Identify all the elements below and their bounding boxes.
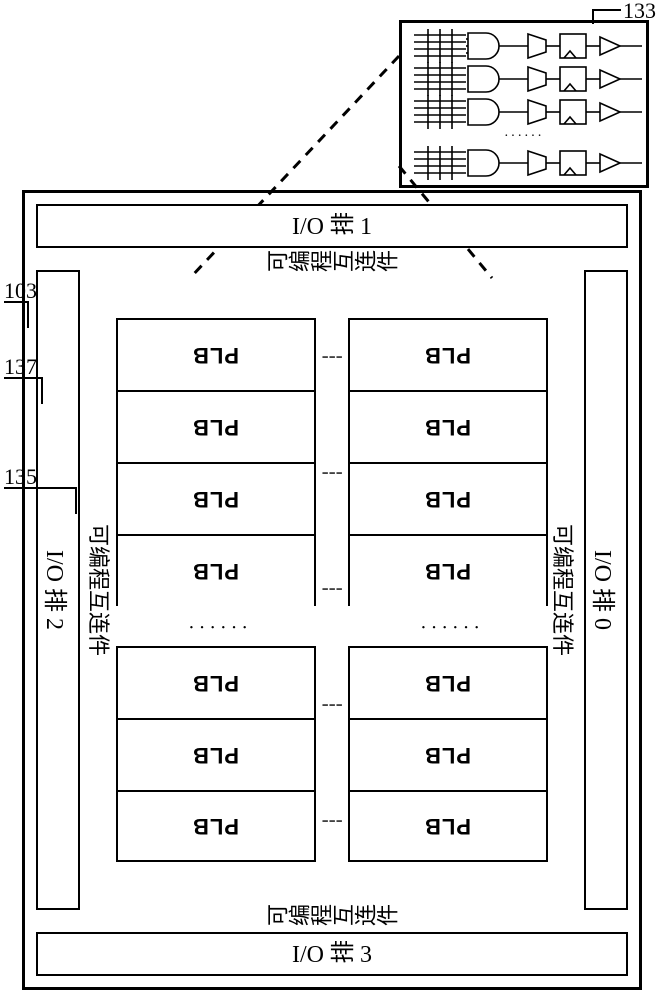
plb-row-ellipsis: ······ [348,606,548,646]
ref-103-label: 103 [4,278,37,304]
interconnect-label-right: 可编程互连件 [112,906,552,928]
plb-array: PLB PLB PLB PLB ······ PLB PLB PLB ┆ ┆ ┆… [116,290,548,890]
interconnect-label-right-text: 可编程互连件 [266,901,398,933]
interconnect-label-left-text: 可编程互连件 [266,247,398,279]
plb-cell: PLB [116,390,316,462]
plb-label: PLB [192,558,239,584]
plb-cell: PLB [348,718,548,790]
device-rotated: I/O 排 1 I/O 排 3 I/O 排 0 I/O 排 2 可编程互连件 可… [22,190,642,990]
interconnect-label-bottom: 可编程互连件 [84,270,116,910]
io-bank-3: I/O 排 3 [36,932,628,976]
io-bank-3-label: I/O 排 3 [292,937,372,972]
io-bank-1-label: I/O 排 1 [292,209,372,244]
plb-cell: PLB [116,646,316,718]
ellipsis-icon: ┆ [321,352,342,365]
interconnect-label-top: 可编程互连件 [548,270,580,910]
ref-137-label: 137 [4,354,37,380]
ref-135-leader: 135 [0,470,90,520]
ellipsis-icon: ┆ [321,468,342,481]
plb-label: PLB [424,414,471,440]
plb-row-top: PLB PLB PLB PLB ······ PLB PLB PLB [348,290,548,890]
plb-cell: PLB [116,462,316,534]
device-region: I/O 排 1 I/O 排 3 I/O 排 0 I/O 排 2 可编程互连件 可… [0,180,663,1000]
plb-label: PLB [424,742,471,768]
plb-cell: PLB [116,534,316,606]
plb-label: PLB [192,486,239,512]
plb-cell: PLB [348,534,548,606]
ellipsis-icon: ┆ [321,584,342,597]
plb-cell: PLB [348,646,548,718]
plb-label: PLB [192,670,239,696]
ref-103-leader: 103 [0,284,60,334]
plb-label: PLB [192,742,239,768]
plb-label: PLB [424,486,471,512]
plb-label: PLB [192,414,239,440]
plb-cell: PLB [348,318,548,390]
plb-cell: PLB [348,790,548,862]
ellipsis-icon: ┆ [321,816,342,829]
plb-row-ellipsis: ······ [116,606,316,646]
ref-135-label: 135 [4,464,37,490]
interconnect-label-left: 可编程互连件 [112,252,552,274]
plb-row-gap: ┆ ┆ ┆ ┆ ┆ [321,290,342,890]
plb-cell: PLB [116,318,316,390]
plb-label: PLB [424,558,471,584]
ref-137-leader: 137 [0,360,60,410]
plb-cell: PLB [116,718,316,790]
plb-cell: PLB [348,390,548,462]
ellipsis-icon: ┆ [321,700,342,713]
io-bank-0-label: I/O 排 0 [588,550,623,630]
plb-row-bottom: PLB PLB PLB PLB ······ PLB PLB PLB [116,290,316,890]
io-bank-1: I/O 排 1 [36,204,628,248]
plb-label: PLB [424,342,471,368]
io-bank-0: I/O 排 0 [584,270,628,910]
plb-cell: PLB [116,790,316,862]
figure: ······ [0,0,663,1000]
plb-label: PLB [424,813,471,839]
plb-label: PLB [192,342,239,368]
io-bank-2-label: I/O 排 2 [40,550,75,630]
plb-cell: PLB [348,462,548,534]
plb-label: PLB [424,670,471,696]
plb-label: PLB [192,813,239,839]
